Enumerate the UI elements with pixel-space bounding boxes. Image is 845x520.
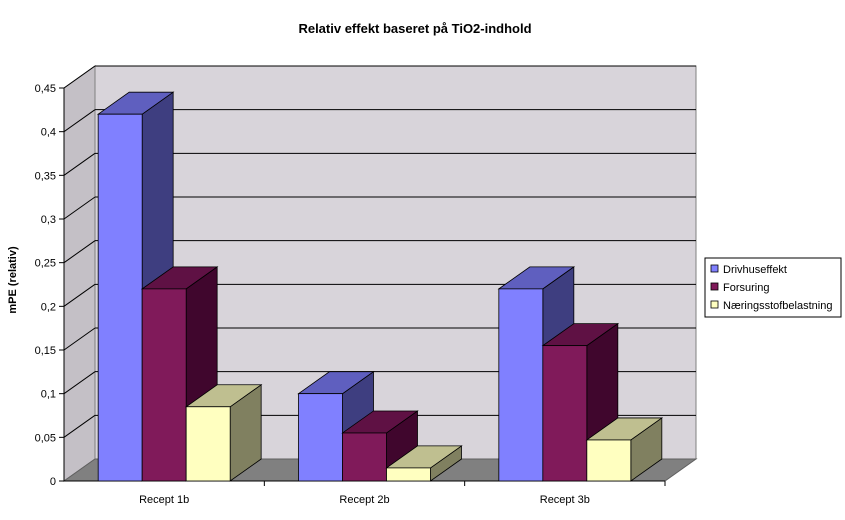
x-tick-labels: Recept 1b Recept 2b Recept 3b [139, 494, 590, 506]
y-tick-label: 0,25 [35, 258, 56, 270]
legend-swatch [710, 300, 719, 309]
y-tick-label: 0,05 [35, 432, 56, 444]
bar-front [298, 393, 343, 482]
gridline-side [63, 371, 96, 395]
y-tick-label: 0,1 [41, 389, 56, 401]
y-tick-label: 0 [50, 476, 56, 488]
y-tick-label: 0,15 [35, 345, 56, 357]
legend-label: Forsuring [723, 282, 769, 294]
x-tick-label: Recept 1b [139, 494, 189, 506]
bar-front [542, 345, 588, 482]
bar-front [586, 439, 632, 482]
y-tick-label: 0,4 [41, 127, 56, 139]
legend-swatch [710, 264, 719, 273]
bar-front [498, 288, 544, 482]
bar-front [342, 432, 387, 482]
gridline-side [63, 414, 96, 438]
legend-swatch [710, 282, 719, 291]
y-tick-label: 0,35 [35, 170, 56, 182]
bar-front [97, 113, 143, 482]
x-tick-label: Recept 3b [540, 494, 590, 506]
gridline-side [63, 65, 96, 89]
gridline-side [63, 109, 96, 133]
legend-label: Næringsstofbelastning [723, 300, 832, 312]
bar-front [386, 467, 431, 482]
y-tick-label: 0,3 [41, 214, 56, 226]
y-tick-label: 0,45 [35, 83, 56, 95]
chart-title: Relativ effekt baseret på TiO2-indhold [298, 21, 531, 36]
bar [585, 417, 664, 482]
legend-label: Drivhuseffekt [723, 264, 787, 276]
bar [184, 383, 263, 482]
y-tick-labels: 0 0,05 0,1 0,15 0,2 0,25 0,3 0,35 0,4 0,45 [35, 83, 56, 488]
x-tick-label: Recept 2b [339, 494, 389, 506]
bar-front [141, 288, 187, 482]
bar [385, 445, 463, 482]
gridline-side [63, 240, 96, 264]
gridline-side [63, 283, 96, 307]
legend: Drivhuseffekt Forsuring Næringsstofbelastn… [704, 257, 842, 318]
gridline-side [63, 152, 96, 176]
gridline-side [63, 327, 96, 351]
y-axis-label: mPE (relativ) [7, 246, 19, 314]
legend-box [704, 257, 842, 318]
y-tick-label: 0,2 [41, 301, 56, 313]
gridline-side [63, 196, 96, 220]
bar-front [185, 406, 231, 482]
bars [96, 91, 664, 482]
